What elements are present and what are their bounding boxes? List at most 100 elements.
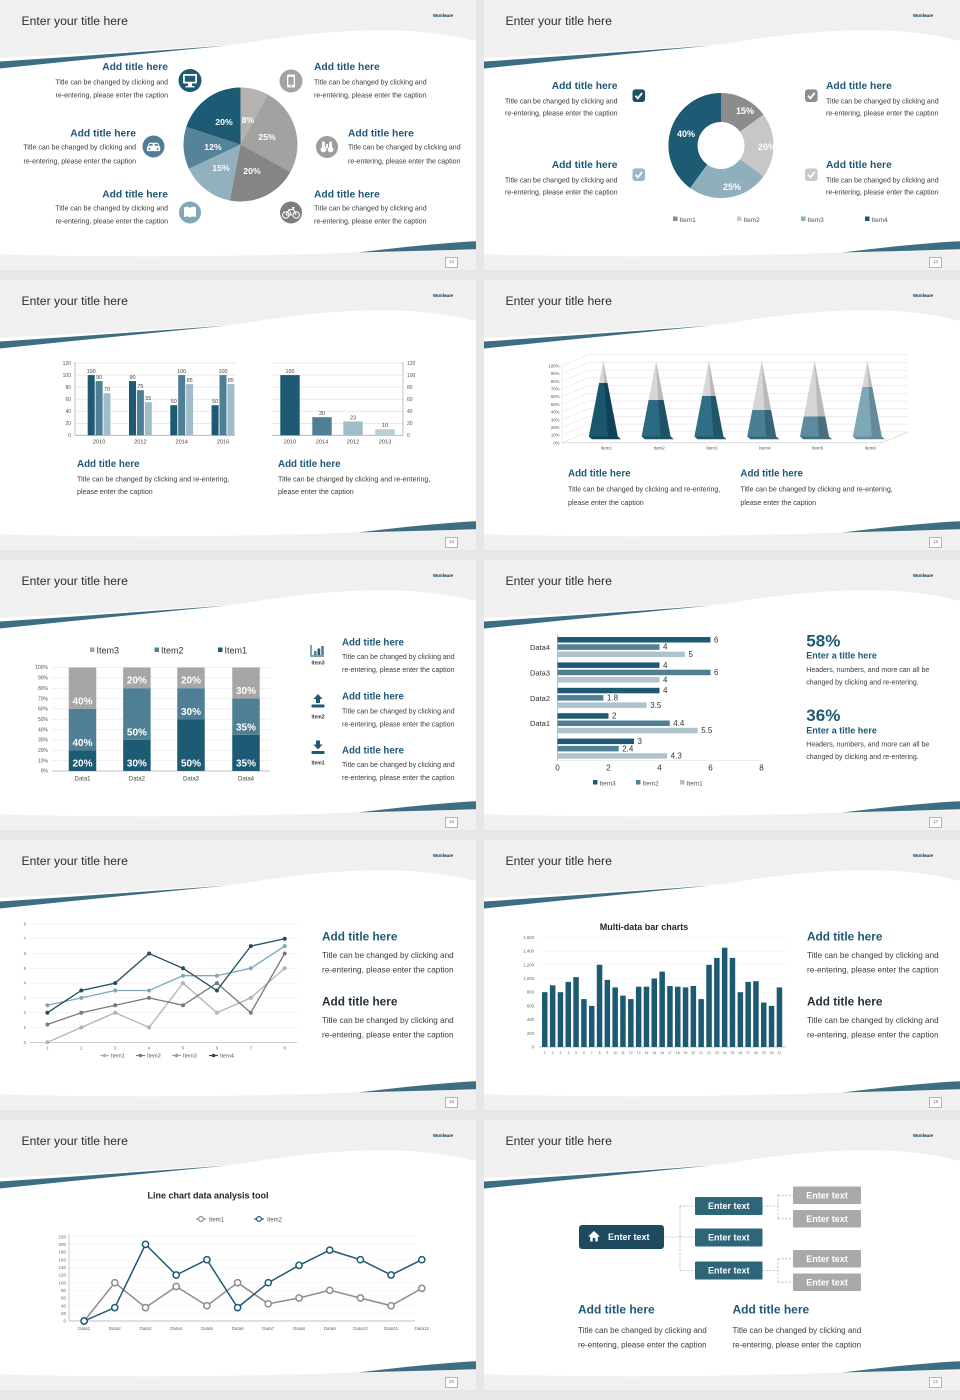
svg-text:24: 24 (723, 1051, 727, 1055)
svg-text:5: 5 (24, 966, 27, 971)
svg-text:Item1: Item1 (209, 1218, 225, 1224)
svg-text:Add title here: Add title here (102, 62, 168, 73)
svg-text:2014: 2014 (175, 439, 187, 445)
svg-text:Line chart data analysis tool: Line chart data analysis tool (147, 1191, 268, 1201)
svg-text:Add title here: Add title here (807, 995, 883, 1009)
svg-text:20: 20 (691, 1051, 695, 1055)
svg-text:Title can be changed by clicki: Title can be changed by clicking and (342, 708, 455, 715)
svg-text:2: 2 (80, 1046, 83, 1051)
svg-text:120: 120 (407, 361, 416, 367)
svg-text:Title can be changed by clicki: Title can be changed by clicking and (807, 1016, 939, 1025)
svg-text:140: 140 (58, 1265, 66, 1270)
svg-text:60%: 60% (551, 394, 560, 399)
svg-text:9: 9 (606, 1051, 608, 1055)
svg-text:30%: 30% (551, 417, 560, 422)
svg-text:29: 29 (762, 1051, 766, 1055)
svg-text:80%: 80% (551, 379, 560, 384)
svg-text:6: 6 (583, 1051, 585, 1055)
svg-text:13: 13 (637, 1051, 641, 1055)
svg-text:re-entering, please enter the: re-entering, please enter the caption (314, 92, 427, 99)
svg-text:27: 27 (746, 1051, 750, 1055)
svg-text:Add title here: Add title here (322, 995, 398, 1009)
svg-text:6: 6 (714, 635, 719, 644)
svg-text:Multi-data bar charts: Multi-data bar charts (600, 922, 689, 932)
svg-text:35%: 35% (236, 722, 256, 733)
svg-text:2: 2 (612, 712, 617, 721)
svg-text:Data2: Data2 (109, 1326, 122, 1331)
svg-text:Enter text: Enter text (708, 1233, 750, 1243)
svg-text:Enter a title here: Enter a title here (806, 725, 877, 735)
svg-text:20%: 20% (215, 117, 233, 127)
svg-text:1,000: 1,000 (523, 976, 534, 981)
svg-text:2013: 2013 (379, 439, 391, 445)
svg-text:0%: 0% (553, 440, 559, 445)
svg-text:Title can be changed by clicki: Title can be changed by clicking and re-… (740, 485, 892, 493)
svg-text:re-entering, please enter the: re-entering, please enter the caption (342, 721, 455, 728)
svg-text:Add title here: Add title here (807, 930, 883, 944)
svg-text:Add title here: Add title here (342, 745, 405, 756)
svg-text:85: 85 (187, 378, 193, 384)
svg-text:Title can be changed by clicki: Title can be changed by clicking and (322, 951, 454, 960)
svg-text:re-entering, please enter the: re-entering, please enter the caption (314, 218, 427, 225)
svg-text:3: 3 (114, 1046, 117, 1051)
svg-text:0: 0 (24, 1040, 27, 1045)
svg-text:90: 90 (96, 375, 102, 381)
svg-text:4: 4 (663, 675, 668, 684)
svg-text:40%: 40% (551, 410, 560, 415)
svg-text:Data5: Data5 (201, 1326, 214, 1331)
svg-text:400: 400 (527, 1017, 535, 1022)
svg-text:Data11: Data11 (384, 1326, 399, 1331)
svg-text:re-entering, please enter the: re-entering, please enter the caption (342, 667, 455, 674)
svg-text:2: 2 (552, 1051, 554, 1055)
svg-text:Title can be changed by clicki: Title can be changed by clicking and (342, 762, 455, 769)
svg-text:100%: 100% (35, 665, 48, 671)
svg-text:please enter the caption: please enter the caption (77, 488, 153, 496)
svg-text:Data3: Data3 (183, 776, 200, 782)
svg-text:Data1: Data1 (78, 1326, 91, 1331)
svg-text:Add title here: Add title here (77, 459, 140, 470)
svg-text:7: 7 (250, 1046, 253, 1051)
svg-text:Add title here: Add title here (322, 930, 398, 944)
svg-text:58%: 58% (806, 632, 840, 651)
svg-text:80: 80 (65, 385, 71, 391)
svg-text:15: 15 (652, 1051, 656, 1055)
svg-text:8%: 8% (242, 115, 255, 125)
svg-text:120: 120 (58, 1273, 66, 1278)
svg-text:40: 40 (65, 409, 71, 415)
svg-text:Data7: Data7 (262, 1326, 275, 1331)
svg-text:11: 11 (621, 1051, 625, 1055)
svg-text:Add title here: Add title here (578, 1303, 655, 1317)
svg-text:8: 8 (759, 764, 764, 773)
svg-text:Item3: Item3 (808, 217, 825, 224)
svg-text:Add title here: Add title here (342, 691, 405, 702)
svg-text:40%: 40% (677, 129, 695, 139)
svg-text:100: 100 (177, 369, 186, 375)
svg-text:4: 4 (567, 1051, 569, 1055)
svg-text:Title can be changed by clicki: Title can be changed by clicking and re-… (568, 485, 720, 493)
svg-text:Title can be changed by clicki: Title can be changed by clicking and (505, 98, 618, 105)
svg-text:0: 0 (555, 764, 560, 773)
svg-text:re-entering, please enter the: re-entering, please enter the caption (826, 189, 939, 196)
svg-text:100: 100 (63, 373, 72, 379)
svg-text:70%: 70% (551, 387, 560, 392)
svg-text:re-entering, please enter the: re-entering, please enter the caption (56, 218, 169, 225)
svg-text:Enter text: Enter text (806, 1214, 848, 1224)
svg-text:1,200: 1,200 (523, 962, 534, 967)
svg-text:100: 100 (407, 373, 416, 379)
svg-text:75: 75 (137, 384, 143, 390)
svg-text:Item3: Item3 (97, 646, 120, 656)
svg-text:80%: 80% (38, 686, 49, 692)
svg-text:Add title here: Add title here (826, 81, 892, 92)
svg-text:100: 100 (58, 1280, 66, 1285)
svg-text:50: 50 (171, 399, 177, 405)
svg-text:5: 5 (575, 1051, 577, 1055)
svg-text:23: 23 (715, 1051, 719, 1055)
svg-text:14: 14 (645, 1051, 649, 1055)
svg-text:changed by clicking and re-ent: changed by clicking and re-entering. (806, 679, 919, 686)
svg-text:Enter text: Enter text (708, 1266, 750, 1276)
svg-text:Item2: Item2 (643, 781, 660, 788)
svg-text:Item1: Item1 (311, 761, 324, 767)
svg-text:changed by clicking and re-ent: changed by clicking and re-entering. (806, 754, 919, 761)
svg-text:60: 60 (407, 397, 413, 403)
svg-text:15%: 15% (736, 106, 754, 116)
